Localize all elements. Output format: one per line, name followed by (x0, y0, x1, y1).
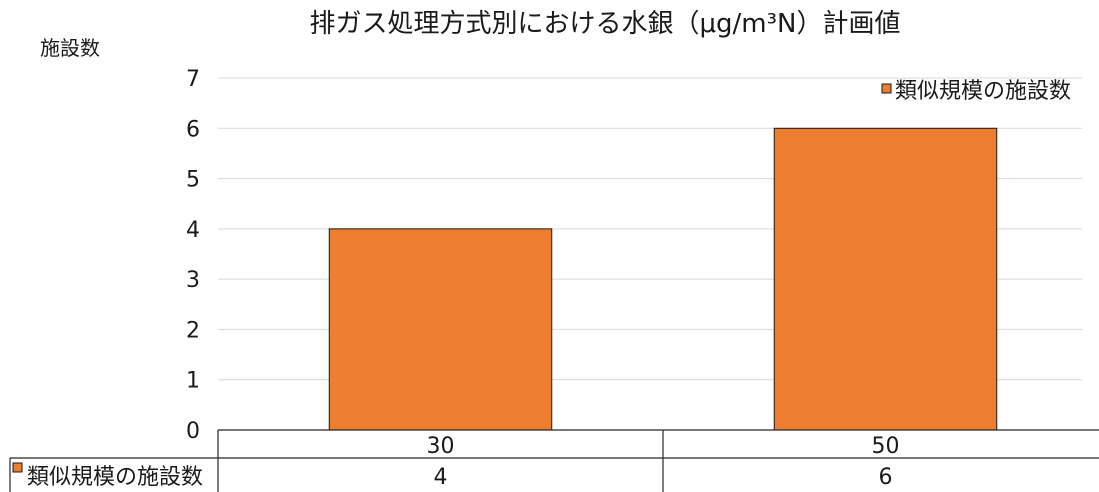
legend: 類似規模の施設数 (881, 79, 1071, 104)
y-tick-label: 3 (186, 268, 200, 293)
bars (328, 127, 998, 431)
y-axis-ticks: 0 1 2 3 4 5 6 7 (186, 67, 200, 444)
y-tick-label: 1 (186, 369, 200, 394)
y-tick-label: 4 (186, 218, 200, 243)
bar (328, 228, 553, 431)
y-tick-label: 0 (186, 419, 200, 444)
legend-label: 類似規模の施設数 (895, 79, 1071, 104)
y-axis-label: 施設数 (40, 36, 100, 60)
bar (773, 127, 998, 431)
data-table-value: 6 (879, 465, 893, 490)
data-table-legend-swatch (12, 462, 23, 473)
data-table-value: 4 (434, 465, 448, 490)
data-table: 類似規模の施設数 30 4 50 6 (9, 429, 1099, 492)
y-tick-label: 2 (186, 318, 200, 343)
legend-swatch (881, 83, 892, 94)
data-table-series-label: 類似規模の施設数 (27, 465, 203, 490)
x-category-label: 30 (427, 434, 455, 459)
y-tick-label: 5 (186, 168, 200, 193)
y-tick-label: 6 (186, 117, 200, 142)
chart-title: 排ガス処理方式別における水銀（μg/m³N）計画値 (309, 9, 900, 39)
x-category-label: 50 (872, 434, 900, 459)
y-tick-label: 7 (186, 67, 200, 92)
